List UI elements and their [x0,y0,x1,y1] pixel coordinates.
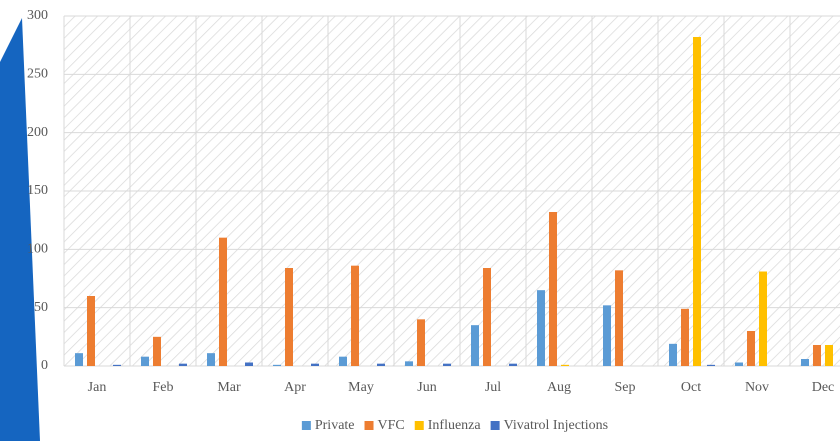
y-tick-label: 0 [41,358,48,373]
bar [273,364,281,366]
bar [825,345,833,366]
bar [813,345,821,366]
bar [219,237,227,366]
bar [537,290,545,366]
x-tick-label: Feb [153,380,174,395]
bar [681,308,689,366]
y-tick-label: 150 [27,183,48,198]
bar [801,359,809,366]
bar [417,319,425,366]
legend-item: Influenza [414,418,482,433]
y-tick-label: 100 [27,242,48,257]
legend-label: VFC [378,418,405,433]
legend-swatch [301,421,311,430]
bar [615,270,623,366]
x-tick-label: Dec [812,380,835,395]
x-tick-label: Mar [217,380,241,395]
bar [377,363,385,366]
legend-swatch [490,421,500,430]
y-tick-label: 300 [27,8,48,23]
bar [285,268,293,366]
legend-swatch [414,421,424,430]
legend-label: Private [315,418,355,433]
bar [693,37,701,366]
bar [483,268,491,366]
bar [153,336,161,366]
legend-item: Private [301,418,355,433]
bar [339,356,347,366]
bar [509,363,517,366]
legend-label: Influenza [428,418,482,433]
side-decoration [0,18,40,441]
bar [75,353,83,366]
bar [759,271,767,366]
x-tick-label: Jan [88,380,107,395]
bar [549,212,557,366]
bar [669,343,677,366]
bar [113,364,121,366]
y-tick-label: 200 [27,125,48,140]
x-tick-label: Aug [547,380,571,395]
x-tick-label: May [348,380,374,395]
x-tick-label: Apr [284,380,306,395]
bar [471,325,479,366]
x-tick-label: Sep [615,380,636,395]
bar [311,363,319,366]
bar [179,363,187,366]
bar [603,305,611,366]
bar [443,363,451,366]
bar [561,364,569,366]
bar [735,362,743,366]
legend-item: Vivatrol Injections [490,418,609,433]
x-tick-label: Nov [745,380,769,395]
bar [245,362,253,366]
bar [141,356,149,366]
legend-swatch [364,421,374,430]
legend-label: Vivatrol Injections [504,418,609,433]
y-tick-label: 250 [27,67,48,82]
bar [87,296,95,366]
bar [707,364,715,366]
bar [207,353,215,366]
bar [405,361,413,366]
x-tick-label: Jun [417,380,436,395]
legend-item: VFC [364,418,405,433]
bar [351,265,359,366]
y-tick-label: 50 [34,300,48,315]
bar [747,331,755,366]
x-tick-label: Oct [681,380,701,395]
x-tick-label: Jul [485,380,501,395]
